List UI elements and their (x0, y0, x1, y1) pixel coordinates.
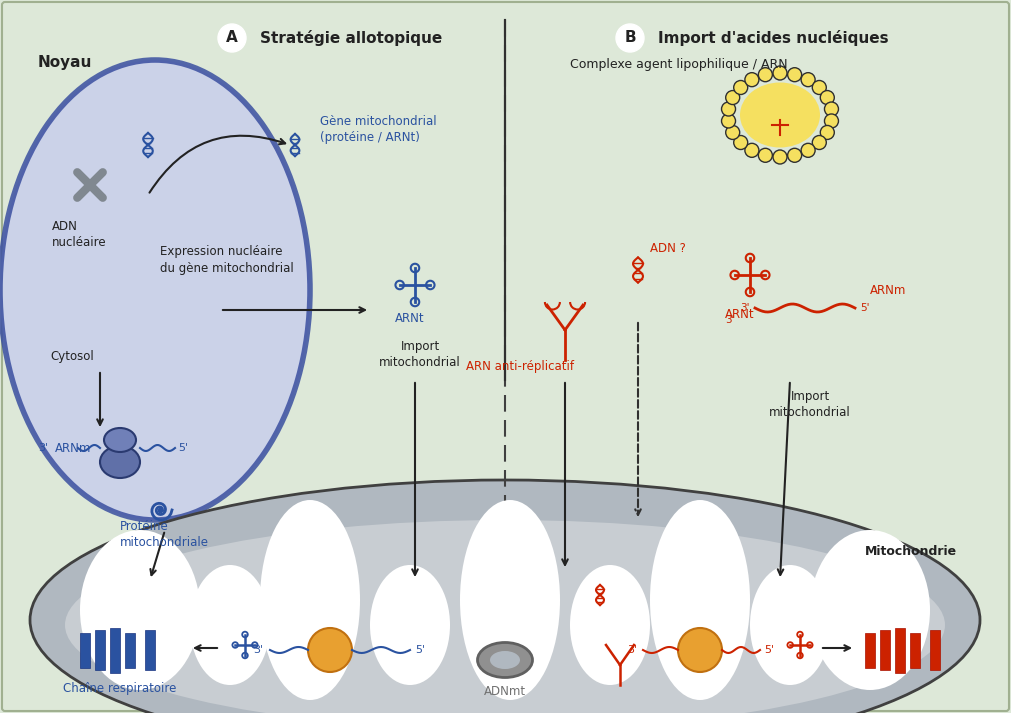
Text: Mitochondrie: Mitochondrie (865, 545, 957, 558)
Ellipse shape (810, 530, 930, 690)
Text: ADNmt: ADNmt (484, 685, 526, 698)
Ellipse shape (460, 500, 560, 700)
Circle shape (734, 81, 748, 95)
Circle shape (722, 114, 736, 128)
Ellipse shape (260, 500, 360, 700)
Bar (145, 630, 155, 670)
Ellipse shape (570, 565, 650, 685)
Text: A: A (226, 31, 238, 46)
Circle shape (812, 81, 826, 95)
Text: Import
mitochondrial: Import mitochondrial (379, 340, 461, 369)
Text: 3': 3' (253, 645, 263, 655)
Ellipse shape (80, 530, 200, 690)
Text: 5': 5' (860, 303, 869, 313)
Text: 3': 3' (740, 303, 750, 313)
Bar (930, 630, 940, 670)
Bar (865, 633, 875, 668)
Ellipse shape (477, 642, 533, 677)
Bar (895, 628, 905, 673)
Text: Complexe agent lipophilique / ARN: Complexe agent lipophilique / ARN (570, 58, 788, 71)
Circle shape (722, 102, 736, 116)
Text: Cytosol: Cytosol (50, 350, 94, 363)
Circle shape (726, 125, 740, 140)
Bar (95, 630, 105, 670)
Ellipse shape (370, 565, 450, 685)
Circle shape (758, 148, 772, 163)
Text: Noyau: Noyau (38, 55, 92, 70)
Bar (110, 628, 120, 673)
Circle shape (788, 68, 802, 82)
Ellipse shape (650, 500, 750, 700)
Text: ARNm: ARNm (55, 441, 91, 454)
Text: ARNm: ARNm (870, 284, 907, 297)
Circle shape (812, 135, 826, 150)
Circle shape (825, 114, 838, 128)
Text: ADN
nucléaire: ADN nucléaire (52, 220, 106, 249)
Text: ARNt: ARNt (725, 308, 755, 321)
Text: ADN ?: ADN ? (650, 242, 685, 255)
Text: Chaîne respiratoire: Chaîne respiratoire (64, 682, 177, 695)
Circle shape (773, 66, 787, 80)
Text: 3': 3' (37, 443, 48, 453)
Ellipse shape (100, 446, 140, 478)
Text: Protéine
mitochondriale: Protéine mitochondriale (120, 520, 209, 549)
Text: 3': 3' (627, 645, 637, 655)
Text: Stratégie allotopique: Stratégie allotopique (260, 30, 442, 46)
Ellipse shape (65, 520, 945, 713)
Circle shape (758, 68, 772, 82)
Circle shape (678, 628, 722, 672)
Text: Import d'acides nucléiques: Import d'acides nucléiques (658, 30, 889, 46)
Bar (880, 630, 890, 670)
Bar (910, 633, 920, 668)
Circle shape (616, 24, 644, 52)
Ellipse shape (0, 60, 310, 520)
Circle shape (308, 628, 352, 672)
Ellipse shape (490, 651, 520, 669)
Circle shape (820, 91, 834, 105)
Circle shape (726, 91, 740, 105)
Text: ARNt: ARNt (395, 312, 425, 325)
Circle shape (745, 73, 759, 87)
Circle shape (801, 73, 815, 87)
Bar (125, 633, 135, 668)
Ellipse shape (740, 83, 820, 148)
Bar (80, 633, 90, 668)
Text: 5': 5' (415, 645, 425, 655)
Circle shape (825, 102, 838, 116)
Text: 5': 5' (178, 443, 188, 453)
Ellipse shape (750, 565, 830, 685)
Circle shape (801, 143, 815, 158)
Circle shape (773, 150, 787, 164)
Circle shape (788, 148, 802, 163)
Circle shape (820, 125, 834, 140)
Text: 5': 5' (764, 645, 774, 655)
Text: B: B (624, 31, 636, 46)
Ellipse shape (190, 565, 270, 685)
Text: 3': 3' (726, 315, 735, 325)
Ellipse shape (30, 480, 980, 713)
Text: Expression nucléaire
du gène mitochondrial: Expression nucléaire du gène mitochondri… (160, 245, 294, 275)
Text: ARN anti-réplicatif: ARN anti-réplicatif (466, 360, 574, 373)
Text: Gène mitochondrial
(protéine / ARNt): Gène mitochondrial (protéine / ARNt) (320, 115, 437, 144)
Text: Import
mitochondrial: Import mitochondrial (769, 390, 851, 419)
Circle shape (734, 135, 748, 150)
Circle shape (745, 143, 759, 158)
Circle shape (218, 24, 246, 52)
Ellipse shape (104, 428, 136, 452)
